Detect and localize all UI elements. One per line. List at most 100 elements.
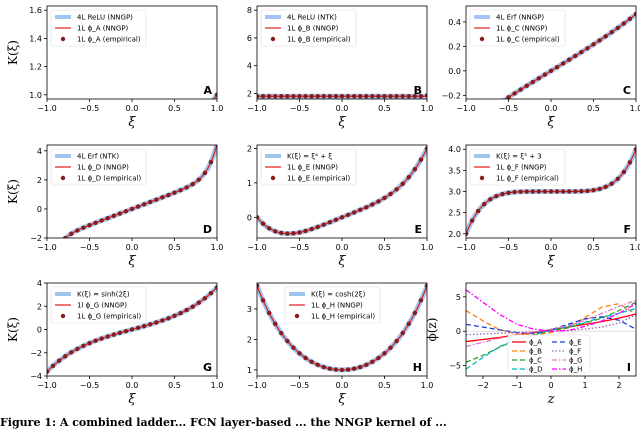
empirical-point <box>136 136 140 140</box>
legend-entry: 4L Erf (NNGP) <box>496 14 544 22</box>
legend-swatch <box>60 36 66 42</box>
empirical-point <box>418 298 424 303</box>
empirical-point <box>351 94 357 99</box>
x-tick-label: 0.5 <box>378 243 391 252</box>
empirical-point <box>75 346 80 352</box>
y-tick-label: 1 <box>247 179 252 188</box>
empirical-point <box>615 25 620 31</box>
empirical-point <box>303 94 308 99</box>
empirical-point <box>506 190 511 196</box>
y-tick-label: 2 <box>247 144 252 153</box>
empirical-point <box>208 159 214 165</box>
empirical-point <box>358 364 363 370</box>
empirical-point <box>530 189 535 194</box>
empirical-point <box>57 243 61 247</box>
empirical-point <box>400 330 405 336</box>
empirical-point <box>135 204 141 209</box>
empirical-point <box>160 195 165 200</box>
empirical-point <box>512 91 517 96</box>
x-tick-label: −1.0 <box>37 381 56 390</box>
empirical-point <box>47 369 50 374</box>
empirical-point <box>154 131 158 135</box>
empirical-point <box>321 364 326 370</box>
legend-entry: 1L ϕ_B (NNGP) <box>287 25 339 33</box>
empirical-point <box>172 313 177 319</box>
legend-swatch <box>270 36 276 42</box>
empirical-point <box>466 231 469 236</box>
empirical-point <box>321 94 326 99</box>
y-tick-label: 4 <box>37 147 42 156</box>
x-tick-label: 1.0 <box>211 381 224 390</box>
legend-entry: ϕ_C <box>529 357 542 365</box>
x-tick-label: 0.0 <box>545 243 558 252</box>
x-tick-label: 1.0 <box>630 243 640 252</box>
panel-H: −1.0 −0.5 0.0 0.5 1.0 1 2 3 ξ H K(ξ) = cosh(2ξ) 1L … <box>247 282 433 407</box>
x-axis-label: ξ <box>338 254 346 269</box>
empirical-point <box>621 169 627 175</box>
legend-entry: 1l ϕ_G (NNGP) <box>77 302 127 310</box>
empirical-point <box>196 300 201 305</box>
empirical-point <box>141 323 147 329</box>
legend-box <box>284 286 381 324</box>
y-tick-label: 0.2 <box>448 42 461 51</box>
empirical-point <box>603 34 608 39</box>
empirical-point <box>394 338 399 344</box>
x-tick-label: −1.0 <box>37 104 56 113</box>
legend: ϕ_Aϕ_Bϕ_Cϕ_D ϕ_Eϕ_Fϕ_Gϕ_H <box>507 334 591 374</box>
empirical-point <box>309 359 314 364</box>
x-tick-label: 1 <box>582 381 587 390</box>
legend-entry: 4L ReLU (NTK) <box>287 14 337 22</box>
x-tick-label: 0 <box>548 381 553 390</box>
empirical-point <box>315 224 320 230</box>
legend-entry: ϕ_E <box>569 339 582 347</box>
empirical-point <box>309 226 314 232</box>
y-tick-label: 0.4 <box>448 18 461 27</box>
y-tick-label: −2 <box>30 234 42 243</box>
plot-area-B <box>257 93 427 99</box>
empirical-point <box>333 367 339 372</box>
empirical-point <box>327 220 333 225</box>
empirical-point <box>123 328 129 334</box>
empirical-point <box>482 112 486 116</box>
empirical-point <box>579 49 584 55</box>
empirical-point <box>376 94 381 99</box>
empirical-point <box>297 230 302 235</box>
empirical-point <box>585 188 590 194</box>
empirical-point <box>424 93 427 98</box>
empirical-point <box>400 181 405 186</box>
empirical-point <box>260 298 266 303</box>
empirical-point <box>315 94 320 99</box>
plot-area-F <box>466 146 636 237</box>
empirical-point <box>56 358 62 363</box>
empirical-point <box>214 285 217 290</box>
legend-box <box>260 148 357 186</box>
y-tick-label: 2 <box>37 176 42 185</box>
legend: K(ξ) = ξ⁴ + ξ 1L ϕ_E (NNGP) 1L ϕ_E (empiri… <box>260 148 357 186</box>
y-tick-label: 6 <box>247 34 252 43</box>
empirical-point <box>178 187 183 193</box>
empirical-point <box>536 76 542 81</box>
plot-area-H <box>257 283 427 373</box>
empirical-point <box>111 213 116 219</box>
panel-F: −1.0 −0.5 0.0 0.5 1.0 2.0 2.5 3.0 3.5 4.0 ξ F K(ξ) =… <box>448 144 640 269</box>
empirical-point <box>542 189 548 194</box>
empirical-point <box>178 121 182 125</box>
plot-area-I <box>466 289 636 370</box>
empirical-point <box>536 189 542 194</box>
empirical-point <box>597 186 602 192</box>
y-tick-label: 2.5 <box>448 209 461 218</box>
empirical-point <box>93 220 98 226</box>
empirical-point <box>406 174 411 180</box>
empirical-point <box>160 129 164 133</box>
x-axis-label: ξ <box>128 254 136 269</box>
x-axis-label: ξ <box>128 392 136 407</box>
y-axis-label: K(ξ) <box>6 179 20 204</box>
y-tick-label: 1.0 <box>29 91 42 100</box>
legend-entry: 1L ϕ_A (empirical) <box>77 36 141 44</box>
empirical-point <box>464 126 468 130</box>
empirical-point <box>303 355 308 361</box>
empirical-point <box>266 310 272 316</box>
legend-box <box>507 334 591 374</box>
empirical-point <box>376 199 381 204</box>
empirical-point <box>609 181 614 186</box>
